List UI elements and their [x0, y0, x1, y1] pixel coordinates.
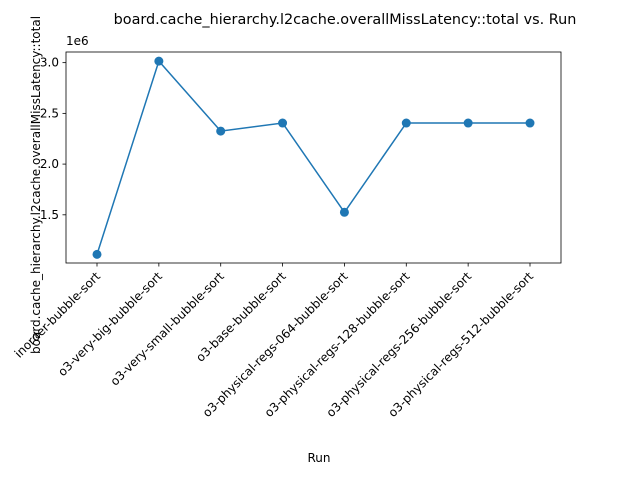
- data-point: [339, 207, 349, 217]
- series-line: [96, 59, 530, 255]
- axes-frame: [65, 51, 562, 264]
- data-point: [216, 126, 226, 136]
- x-axis-label: Run: [307, 451, 330, 465]
- y-tick-label: 2.0: [40, 157, 59, 171]
- chart-title: board.cache_hierarchy.l2cache.overallMis…: [114, 12, 577, 28]
- y-tick-label: 3.0: [40, 56, 59, 70]
- data-point: [92, 249, 102, 259]
- data-point: [401, 118, 411, 128]
- data-point: [278, 118, 288, 128]
- data-point: [525, 118, 535, 128]
- y-tick-label: 2.5: [40, 106, 59, 120]
- y-tick-label: 1.5: [40, 208, 59, 222]
- data-series: [92, 56, 535, 259]
- y-axis-label: board.cache_hierarchy.l2cache.overallMis…: [29, 16, 43, 354]
- data-point: [463, 118, 473, 128]
- data-point: [154, 56, 164, 66]
- y-offset-label: 1e6: [66, 34, 89, 48]
